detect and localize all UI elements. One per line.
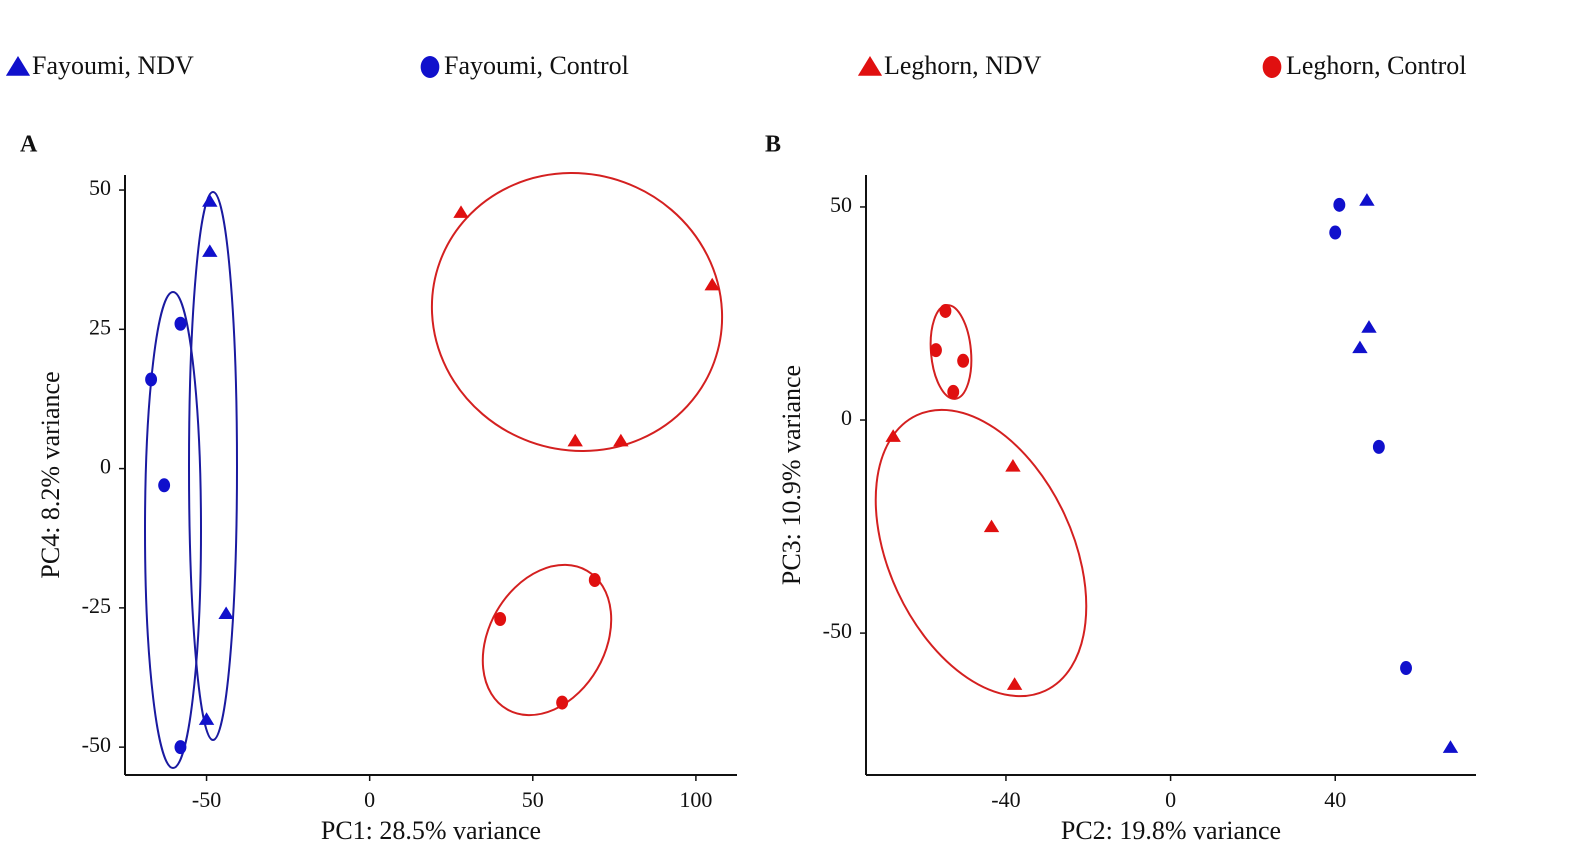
x-tick-label: 0 <box>1165 787 1176 812</box>
group-ellipse <box>144 291 202 769</box>
triangle-marker <box>983 519 1000 533</box>
x-tick-label: 40 <box>1324 787 1346 812</box>
y-axis-label: PC4: 8.2% variance <box>36 371 65 578</box>
series: Leghorn, Control <box>930 303 970 399</box>
y-tick-label: 25 <box>89 314 111 339</box>
triangle-marker <box>218 606 234 620</box>
triangle-marker <box>5 56 31 76</box>
group-ellipse <box>188 191 238 741</box>
series: Leghorn, NDV <box>453 205 720 447</box>
group-ellipse <box>430 172 724 452</box>
group-ellipse <box>874 408 1088 698</box>
circle-marker <box>1400 661 1412 676</box>
circle-marker <box>158 478 171 493</box>
y-tick-label: 0 <box>100 454 111 479</box>
circle-marker <box>939 303 952 318</box>
legend-label: Fayoumi, Control <box>444 51 629 80</box>
circle-marker <box>556 695 569 710</box>
triangle-marker <box>198 712 215 725</box>
x-tick-label: 0 <box>364 787 375 812</box>
series: Leghorn, NDV <box>885 429 1023 690</box>
triangle-marker <box>567 433 583 447</box>
y-tick-label: 50 <box>89 175 111 200</box>
x-tick-label: -50 <box>192 787 221 812</box>
triangle-marker <box>857 56 883 76</box>
triangle-marker <box>1442 740 1459 753</box>
circle-marker <box>957 353 970 368</box>
series: Leghorn, Control <box>494 573 601 710</box>
triangle-marker <box>1361 320 1377 333</box>
triangle-marker <box>1352 340 1368 354</box>
panel-label: B <box>765 132 781 158</box>
circle-marker <box>494 612 507 627</box>
circle-marker <box>1372 439 1385 454</box>
y-tick-label: -25 <box>82 593 111 618</box>
triangle-marker <box>453 205 469 218</box>
y-axis-label: PC3: 10.9% variance <box>777 365 806 585</box>
circle-marker <box>174 316 187 331</box>
circle-marker <box>1333 197 1346 212</box>
y-tick-label: 50 <box>830 192 852 217</box>
y-tick-label: -50 <box>823 618 852 643</box>
circle-marker <box>588 573 601 588</box>
y-tick-label: 0 <box>841 405 852 430</box>
group-ellipse <box>481 563 613 717</box>
series: Fayoumi, Control <box>145 316 187 755</box>
triangle-marker <box>704 277 720 291</box>
circle-marker <box>145 372 158 387</box>
legend-label: Leghorn, Control <box>1286 51 1467 80</box>
circle-marker <box>930 343 942 358</box>
x-tick-label: 50 <box>522 787 544 812</box>
y-tick-label: -50 <box>82 732 111 757</box>
x-tick-label: 100 <box>679 787 712 812</box>
circle-marker <box>420 56 440 78</box>
x-axis-label: PC2: 19.8% variance <box>1061 816 1281 845</box>
circle-marker <box>1262 56 1282 78</box>
ellipses <box>144 172 1088 769</box>
triangle-marker <box>1005 459 1021 472</box>
x-tick-label: -40 <box>991 787 1020 812</box>
circle-marker <box>1329 225 1342 240</box>
series: Fayoumi, NDV <box>198 194 234 725</box>
series: Fayoumi, NDV <box>1352 193 1459 753</box>
x-axis-label: PC1: 28.5% variance <box>321 816 541 845</box>
triangle-marker <box>1359 193 1375 206</box>
triangle-marker <box>202 244 218 257</box>
triangle-marker <box>613 433 629 447</box>
circle-marker <box>174 740 187 755</box>
panel-label: A <box>20 132 38 158</box>
legend-label: Fayoumi, NDV <box>32 51 194 80</box>
triangle-marker <box>1006 677 1023 690</box>
triangle-marker <box>202 194 218 207</box>
series: Fayoumi, Control <box>1329 197 1412 676</box>
circle-marker <box>947 384 960 399</box>
triangle-marker <box>885 429 901 442</box>
legend-label: Leghorn, NDV <box>884 51 1042 80</box>
